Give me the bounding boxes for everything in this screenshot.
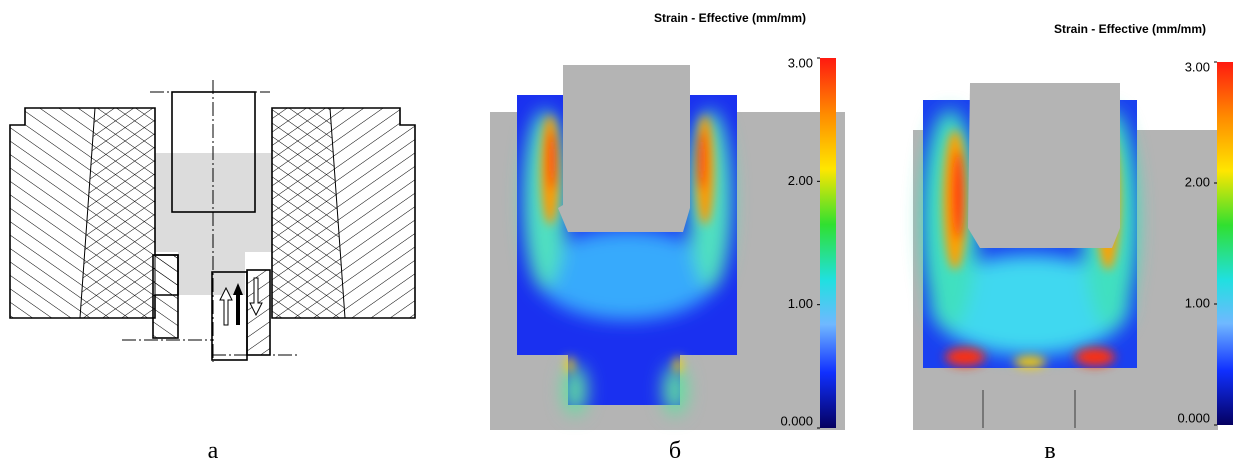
schematic [9,80,416,362]
tick-label: 2.00 [1185,174,1210,189]
colorbar [820,58,836,428]
punch [968,83,1120,248]
shape [537,230,717,320]
colorbar-title: Strain - Effective (mm/mm) [654,11,806,25]
left-sleeve [152,254,179,339]
tick-label: 3.00 [788,55,813,70]
tick-label: 2.00 [788,173,813,188]
tick-label: 1.00 [1185,295,1210,310]
shape [663,365,687,415]
panel-label: а [208,438,219,461]
tick-label: 0.000 [780,413,813,428]
shape [698,130,706,190]
simulation-b [490,65,845,430]
shape [563,365,587,415]
right-die-core [271,107,346,319]
shape [1014,356,1046,368]
ejector [211,271,248,361]
shape [930,255,1130,355]
simulation-c [913,83,1218,430]
shape [548,130,556,190]
panel-label: в [1044,438,1055,461]
shape [674,357,682,373]
colorbar-title: Strain - Effective (mm/mm) [1054,22,1206,36]
panel-label: б [669,438,681,461]
tick-label: 1.00 [788,296,813,311]
punch [558,65,690,232]
shape [952,150,964,240]
arrow [219,286,233,326]
strain-peak [541,115,714,373]
arrow [233,283,243,325]
arrow [249,277,263,317]
shape [566,357,574,373]
colorbar [1217,62,1233,425]
shape [945,348,985,366]
tick-label: 0.000 [1177,410,1210,425]
shape [1075,348,1115,366]
tick-label: 3.00 [1185,59,1210,74]
